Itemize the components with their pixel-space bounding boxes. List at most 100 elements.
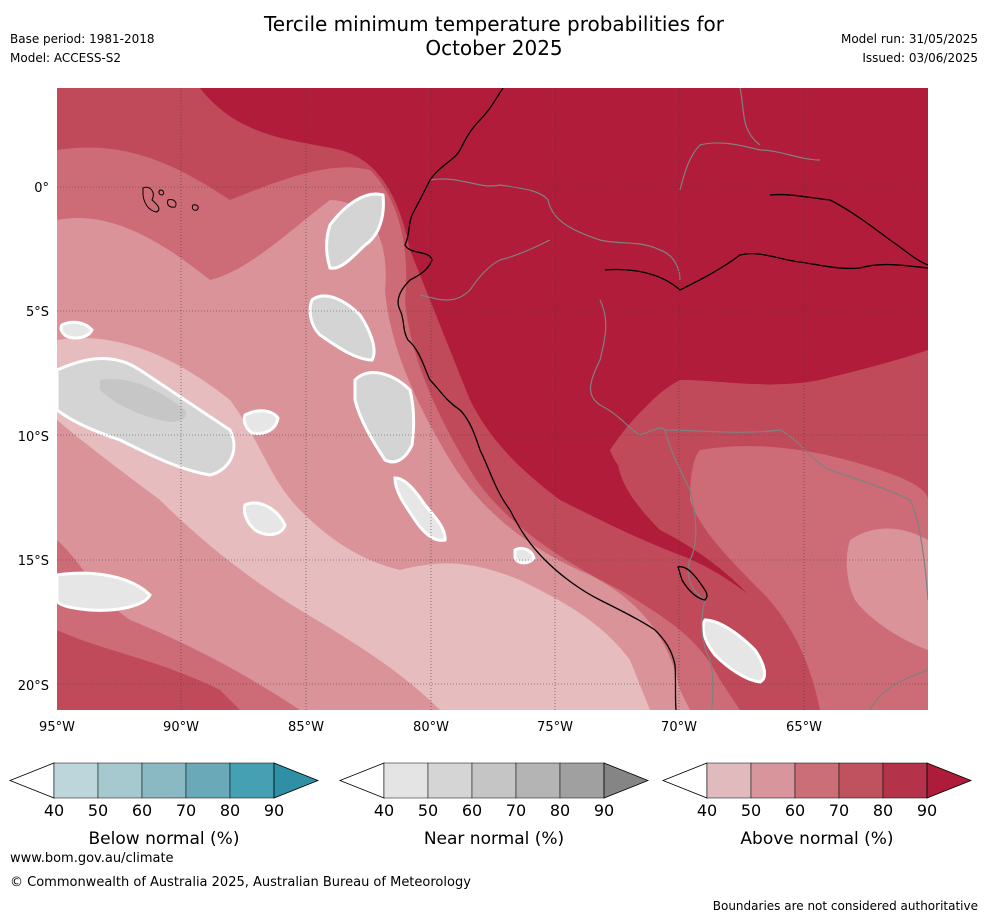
longitude-labels: 95°W 90°W 85°W 80°W 75°W 70°W 65°W <box>39 720 822 735</box>
lake-titicaca <box>677 566 708 601</box>
colorbar-0-min-arrow <box>8 762 55 799</box>
near-patch-mid <box>308 294 376 362</box>
near-patch-central <box>353 371 416 464</box>
probability-map <box>57 88 928 710</box>
issued-date: Issued: 03/06/2025 <box>862 51 978 65</box>
colorbar-2: 40 50 60 70 80 90 Above normal (%) <box>661 762 973 849</box>
colorbar-0-title: Below normal (%) <box>89 829 240 849</box>
colorbar-0-tick-4: 80 <box>220 801 240 820</box>
near-patch-small-1 <box>242 409 280 435</box>
graticule <box>57 88 928 710</box>
colorbar-2-tick-1: 50 <box>741 801 761 820</box>
coastline-pacific <box>397 88 677 710</box>
galapagos-islands <box>142 186 199 213</box>
colorbar-1-tick-1: 50 <box>418 801 438 820</box>
colorbar-1-segment-1 <box>427 762 473 799</box>
legend-colorbars: 40 50 60 70 80 90 Below normal (%) 40 50 60 70 80 90… <box>8 762 973 849</box>
near-normal-patches <box>57 192 767 684</box>
colorbar-2-tick-0: 40 <box>697 801 717 820</box>
river-amazon <box>604 253 928 291</box>
colorbar-0-segment-0 <box>53 762 99 799</box>
colorbar-1-segment-3 <box>515 762 561 799</box>
lat-label-10s: 10°S <box>18 430 49 445</box>
border-colombia-venezuela <box>679 142 821 191</box>
colorbar-2-tick-4: 80 <box>873 801 893 820</box>
galapagos-fernandina <box>158 189 165 196</box>
border-argentina-north <box>869 669 928 710</box>
colorbar-2-max-arrow <box>926 762 973 799</box>
coastlines <box>397 88 928 710</box>
title-line-1: Tercile minimum temperature probabilitie… <box>263 12 725 36</box>
band-above-80-sw <box>57 630 240 710</box>
lon-label-90w: 90°W <box>163 720 199 735</box>
latitude-labels: 0° 5°S 10°S 15°S 20°S <box>18 181 49 694</box>
colorbar-0-tick-1: 50 <box>88 801 108 820</box>
colorbar-2-tick-2: 60 <box>785 801 805 820</box>
lat-label-20s: 20°S <box>18 679 49 694</box>
colorbar-2-segment-1 <box>750 762 796 799</box>
border-ecuador-peru <box>419 239 551 301</box>
colorbar-2-segment-0 <box>706 762 752 799</box>
lon-label-95w: 95°W <box>39 720 75 735</box>
near-patch-small-2 <box>242 501 287 537</box>
colorbar-0-segment-2 <box>141 762 187 799</box>
near-patch-strip <box>393 476 447 542</box>
band-above-60 <box>57 200 690 710</box>
colorbar-1: 40 50 60 70 80 90 Near normal (%) <box>338 762 650 849</box>
near-patch-small-3 <box>513 546 536 565</box>
lon-label-65w: 65°W <box>786 720 822 735</box>
border-colombia-ecuador <box>429 178 681 281</box>
colorbar-0: 40 50 60 70 80 90 Below normal (%) <box>8 762 320 849</box>
colorbar-1-tick-4: 80 <box>550 801 570 820</box>
border-peru-brazil <box>590 299 666 436</box>
colorbar-0-tick-5: 90 <box>264 801 284 820</box>
lon-label-70w: 70°W <box>661 720 697 735</box>
colorbar-2-segment-3 <box>838 762 884 799</box>
lon-label-75w: 75°W <box>537 720 573 735</box>
colorbar-1-min-arrow <box>338 762 385 799</box>
border-chile-bolivia <box>701 599 714 710</box>
band-above-70-east <box>690 446 928 710</box>
colorbar-0-segment-3 <box>185 762 231 799</box>
country-borders <box>419 88 928 710</box>
copyright-text: © Commonwealth of Australia 2025, Austra… <box>10 875 471 890</box>
colorbar-1-title: Near normal (%) <box>424 829 564 849</box>
colorbar-0-tick-2: 60 <box>132 801 152 820</box>
lat-label-15s: 15°S <box>18 554 49 569</box>
galapagos-santa-cruz <box>167 199 177 208</box>
border-venezuela-north <box>739 88 761 146</box>
colorbar-2-segment-2 <box>794 762 840 799</box>
colorbar-1-segment-0 <box>383 762 429 799</box>
galapagos-san-cristobal <box>191 204 199 211</box>
colorbar-2-segment-4 <box>882 762 928 799</box>
colorbar-1-tick-0: 40 <box>374 801 394 820</box>
model-name: Model: ACCESS-S2 <box>10 51 122 65</box>
model-run: Model run: 31/05/2025 <box>840 32 978 46</box>
lon-label-85w: 85°W <box>288 720 324 735</box>
website-link[interactable]: www.bom.gov.au/climate <box>10 851 174 866</box>
lat-label-5s: 5°S <box>26 305 49 320</box>
title-line-2: October 2025 <box>425 36 563 60</box>
colorbar-2-min-arrow <box>661 762 708 799</box>
near-patch-small-4 <box>59 320 94 340</box>
colorbar-0-tick-3: 70 <box>176 801 196 820</box>
meta-left: Base period: 1981-2018 Model: ACCESS-S2 <box>10 30 155 68</box>
colorbar-0-max-arrow <box>273 762 320 799</box>
near-patch-inner <box>100 379 186 422</box>
border-bolivia-brazil <box>664 429 928 601</box>
chart-title: Tercile minimum temperature probabilitie… <box>0 12 988 60</box>
near-patch-far-west <box>57 571 152 612</box>
colorbar-0-segment-1 <box>97 762 143 799</box>
meta-right: Model run: 31/05/2025 Issued: 03/06/2025 <box>841 30 978 68</box>
colorbar-1-segment-4 <box>559 762 605 799</box>
colorbar-2-tick-5: 90 <box>917 801 937 820</box>
river-north <box>769 193 928 266</box>
colorbar-1-tick-3: 70 <box>506 801 526 820</box>
colorbar-0-segment-4 <box>229 762 275 799</box>
colorbar-1-max-arrow <box>603 762 650 799</box>
near-patch-north <box>325 192 385 270</box>
colorbar-1-segment-2 <box>471 762 517 799</box>
colorbar-2-title: Above normal (%) <box>740 829 893 849</box>
border-peru-bolivia <box>664 429 706 601</box>
colorbar-1-tick-2: 60 <box>462 801 482 820</box>
